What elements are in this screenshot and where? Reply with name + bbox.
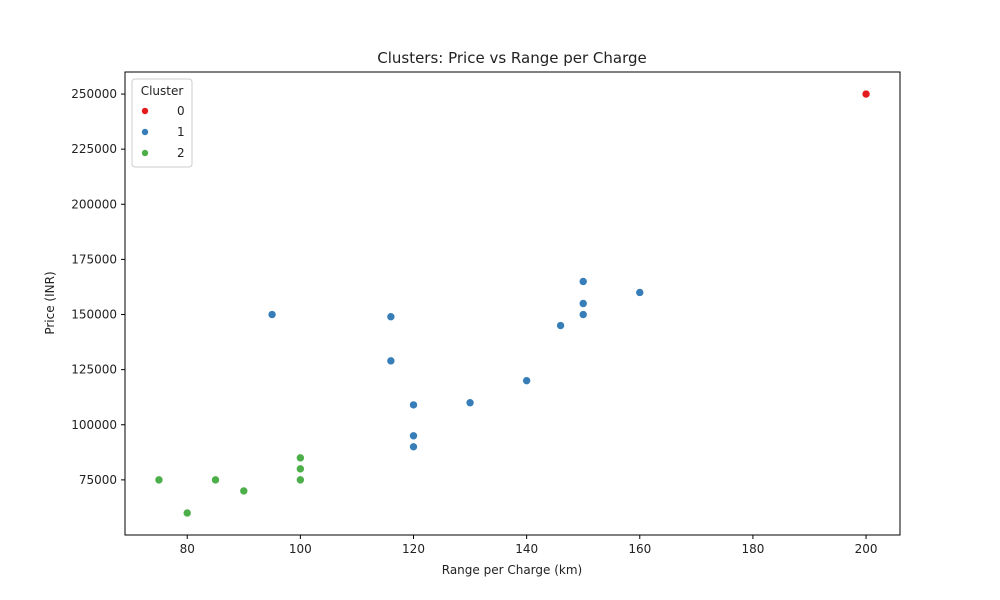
legend-title: Cluster — [141, 84, 184, 98]
y-tick-label: 225000 — [71, 142, 117, 156]
x-tick-label: 180 — [741, 542, 764, 556]
data-point-cluster-1 — [578, 310, 588, 319]
x-axis: 80 100 120 140 160 180 200 — [180, 535, 878, 556]
data-point-cluster-2 — [296, 453, 305, 463]
legend-marker-cluster-2 — [141, 149, 149, 157]
x-tick-label: 100 — [289, 542, 312, 556]
data-point-cluster-1 — [409, 400, 418, 410]
x-tick-label: 120 — [402, 542, 425, 556]
data-point-cluster-1 — [578, 277, 588, 286]
y-axis-label: Price (INR) — [43, 271, 57, 334]
data-point-cluster-2 — [154, 475, 164, 485]
legend: Cluster 0 1 2 — [131, 78, 193, 168]
data-point-cluster-1 — [267, 310, 277, 319]
data-point-cluster-0 — [861, 89, 871, 99]
data-point-cluster-1 — [635, 288, 645, 297]
x-tick-label: 160 — [628, 542, 651, 556]
data-point-cluster-1 — [386, 312, 396, 322]
x-tick-label: 200 — [855, 542, 878, 556]
legend-marker-cluster-1 — [141, 128, 149, 136]
y-tick-label: 125000 — [71, 363, 117, 377]
legend-label-cluster-0: 0 — [177, 104, 185, 118]
plot-frame — [124, 71, 901, 536]
y-tick-label: 100000 — [71, 418, 117, 432]
legend-label-cluster-1: 1 — [177, 125, 185, 139]
y-axis: 75000 100000 125000 150000 175000 200000 22500… — [71, 87, 125, 487]
y-tick-label: 75000 — [79, 473, 117, 487]
legend-box — [131, 78, 193, 168]
legend-label-cluster-2: 2 — [177, 146, 185, 160]
data-point-cluster-1 — [409, 442, 418, 452]
data-point-cluster-2 — [296, 464, 305, 474]
data-point-cluster-2 — [182, 508, 192, 518]
data-point-cluster-1 — [409, 431, 418, 441]
data-point-cluster-1 — [578, 299, 588, 308]
y-tick-label: 150000 — [71, 308, 117, 322]
y-tick-label: 175000 — [71, 252, 117, 266]
y-tick-label: 250000 — [71, 87, 117, 101]
x-tick-label: 140 — [515, 542, 538, 556]
legend-entries: 0 1 2 — [141, 104, 185, 160]
data-point-cluster-1 — [465, 398, 475, 408]
y-tick-label: 200000 — [71, 197, 117, 211]
data-point-cluster-1 — [556, 321, 565, 330]
legend-marker-cluster-0 — [141, 107, 149, 115]
chart-title: Clusters: Price vs Range per Charge — [377, 49, 647, 67]
data-point-cluster-2 — [296, 475, 305, 485]
plot-points — [154, 89, 871, 518]
data-point-cluster-2 — [239, 486, 249, 496]
data-point-cluster-1 — [522, 376, 531, 385]
x-axis-label: Range per Charge (km) — [442, 563, 582, 577]
data-point-cluster-2 — [211, 475, 220, 485]
data-point-cluster-1 — [386, 356, 396, 366]
x-tick-label: 80 — [180, 542, 195, 556]
